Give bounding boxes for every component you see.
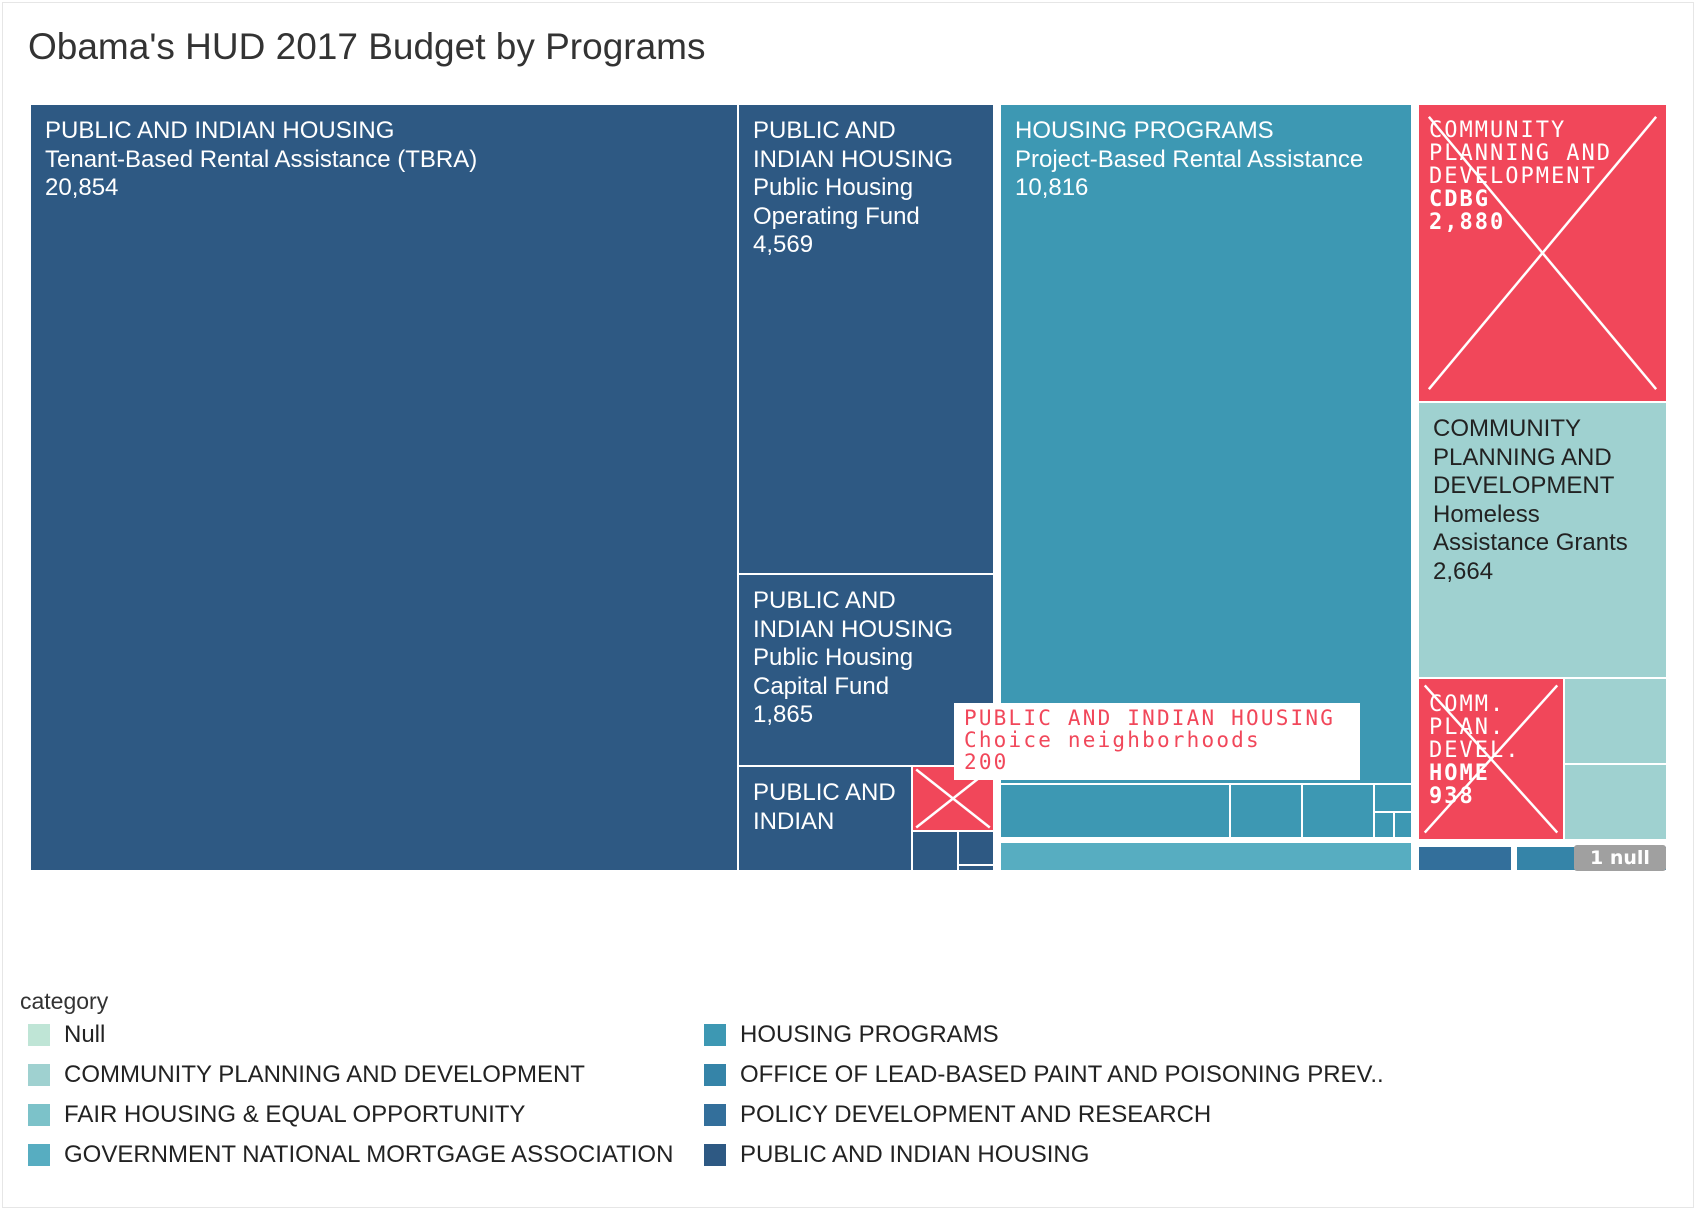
cell-category: PUBLIC AND INDIAN HOUSING (45, 117, 395, 144)
treemap-cell-small[interactable] (1418, 846, 1512, 871)
legend-label: OFFICE OF LEAD-BASED PAINT AND POISONING… (740, 1061, 1384, 1088)
legend-item[interactable]: Null (28, 1020, 105, 1050)
legend-item[interactable]: HOUSING PROGRAMS (704, 1020, 999, 1050)
treemap-cell-small[interactable] (1374, 784, 1412, 812)
treemap-cell-small[interactable] (1564, 764, 1667, 840)
cell-category: PUBLIC AND INDIAN HOUSING (753, 587, 954, 643)
cell-value: 2,880 (1429, 210, 1506, 235)
treemap-cell-small[interactable] (1302, 784, 1374, 838)
legend-label: HOUSING PROGRAMS (740, 1021, 999, 1048)
tooltip-program: Choice neighborhoods (964, 728, 1261, 752)
legend-label: FAIR HOUSING & EQUAL OPPORTUNITY (64, 1101, 526, 1128)
cell-program: Tenant-Based Rental Assistance (TBRA) (45, 145, 478, 173)
treemap-cell-small[interactable] (1230, 784, 1302, 838)
treemap-cell-small[interactable] (1000, 842, 1412, 871)
cell-value: 938 (1429, 784, 1475, 809)
treemap-cell[interactable]: COMMUNITY PLANNING AND DEVELOPMENT CDBG 2,… (1418, 104, 1667, 402)
treemap-cell[interactable]: PUBLIC AND INDIAN HOUSING Public Housing … (738, 104, 994, 574)
cell-value: 10,816 (1015, 174, 1089, 201)
cell-label: COMMUNITY PLANNING AND DEVELOPMENT Homele… (1433, 415, 1656, 586)
treemap-cell-small[interactable] (1564, 678, 1667, 764)
tooltip-text: PUBLIC AND INDIAN HOUSING Choice neighbo… (964, 707, 1335, 773)
treemap-cell-small[interactable] (1394, 812, 1412, 838)
treemap: PUBLIC AND INDIAN HOUSING Tenant-Based Re… (30, 104, 1667, 871)
treemap-cell-small[interactable] (958, 865, 994, 871)
legend-swatch (704, 1024, 726, 1046)
cell-label: HOUSING PROGRAMS Project-Based Rental Ass… (1015, 117, 1401, 203)
cell-label: PUBLIC AND INDIAN HOUSING Public Housing … (753, 117, 983, 260)
cell-category: COMM. PLAN. DEVEL. (1429, 692, 1521, 763)
legend-item[interactable]: PUBLIC AND INDIAN HOUSING (704, 1140, 1089, 1170)
legend-label: PUBLIC AND INDIAN HOUSING (740, 1141, 1090, 1168)
treemap-cell-small[interactable] (912, 831, 958, 871)
cross-mark (1419, 105, 1666, 401)
cell-category: HOUSING PROGRAMS (1015, 117, 1274, 144)
cell-label: PUBLIC AND INDIAN (753, 779, 901, 836)
legend-label: Null (64, 1021, 106, 1048)
legend-item[interactable]: COMMUNITY PLANNING AND DEVELOPMENT (28, 1060, 585, 1090)
cross-mark (1419, 679, 1563, 839)
cell-category: COMMUNITY PLANNING AND DEVELOPMENT (1429, 118, 1612, 189)
cell-program: Project-Based Rental Assistance (1015, 145, 1364, 173)
treemap-cell[interactable]: COMM. PLAN. DEVEL. HOME 938 (1418, 678, 1564, 840)
legend-swatch (704, 1144, 726, 1166)
cell-category: PUBLIC AND INDIAN (753, 779, 896, 835)
cell-category: PUBLIC AND INDIAN HOUSING (753, 117, 954, 173)
legend-title: category (20, 988, 109, 1014)
cell-program: Public Housing Operating Fund (753, 174, 920, 230)
legend-item[interactable]: GOVERNMENT NATIONAL MORTGAGE ASSOCIATION (28, 1140, 673, 1170)
null-badge[interactable]: 1 null (1574, 845, 1666, 871)
cell-label: PUBLIC AND INDIAN HOUSING Tenant-Based Re… (45, 117, 727, 203)
legend-swatch (28, 1064, 50, 1086)
legend-item[interactable]: OFFICE OF LEAD-BASED PAINT AND POISONING… (704, 1060, 1384, 1090)
treemap-cell-small[interactable] (1374, 812, 1394, 838)
tooltip-callout: PUBLIC AND INDIAN HOUSING Choice neighbo… (954, 703, 1360, 780)
cell-program: CDBG (1429, 187, 1490, 212)
legend-item[interactable]: FAIR HOUSING & EQUAL OPPORTUNITY (28, 1100, 525, 1130)
cell-label: PUBLIC AND INDIAN HOUSING Public Housing … (753, 587, 983, 730)
legend-label: COMMUNITY PLANNING AND DEVELOPMENT (64, 1061, 585, 1088)
treemap-cell[interactable]: PUBLIC AND INDIAN HOUSING Public Housing … (738, 574, 994, 766)
cell-label: COMMUNITY PLANNING AND DEVELOPMENT CDBG 2,… (1429, 119, 1652, 234)
cell-program: HOME (1429, 761, 1490, 786)
chart-title: Obama's HUD 2017 Budget by Programs (28, 26, 706, 67)
treemap-cell-small[interactable] (958, 831, 994, 865)
legend-swatch (704, 1104, 726, 1126)
cell-value: 4,569 (753, 231, 814, 258)
treemap-cell-small[interactable] (1000, 784, 1230, 838)
treemap-cell[interactable]: PUBLIC AND INDIAN HOUSING Tenant-Based Re… (30, 104, 738, 871)
cell-value: 20,854 (45, 174, 119, 201)
cell-program: Public Housing Capital Fund (753, 644, 914, 700)
legend-swatch (28, 1144, 50, 1166)
tooltip-category: PUBLIC AND INDIAN HOUSING (964, 706, 1336, 730)
treemap-cell[interactable]: PUBLIC AND INDIAN (738, 766, 912, 871)
cell-program: Homeless Assistance Grants (1433, 500, 1628, 557)
legend-swatch (28, 1104, 50, 1126)
cell-value: 1,865 (753, 701, 814, 728)
legend-swatch (704, 1064, 726, 1086)
cell-label: COMM. PLAN. DEVEL. HOME 938 (1429, 693, 1549, 808)
legend-swatch (28, 1024, 50, 1046)
legend-label: POLICY DEVELOPMENT AND RESEARCH (740, 1101, 1212, 1128)
legend-item[interactable]: POLICY DEVELOPMENT AND RESEARCH (704, 1100, 1211, 1130)
tooltip-value: 200 (964, 750, 1009, 774)
cell-category: COMMUNITY PLANNING AND DEVELOPMENT (1433, 415, 1615, 499)
cell-value: 2,664 (1433, 557, 1494, 585)
legend-label: GOVERNMENT NATIONAL MORTGAGE ASSOCIATION (64, 1141, 674, 1168)
treemap-cell[interactable]: HOUSING PROGRAMS Project-Based Rental Ass… (1000, 104, 1412, 784)
treemap-cell[interactable]: COMMUNITY PLANNING AND DEVELOPMENT Homele… (1418, 402, 1667, 678)
